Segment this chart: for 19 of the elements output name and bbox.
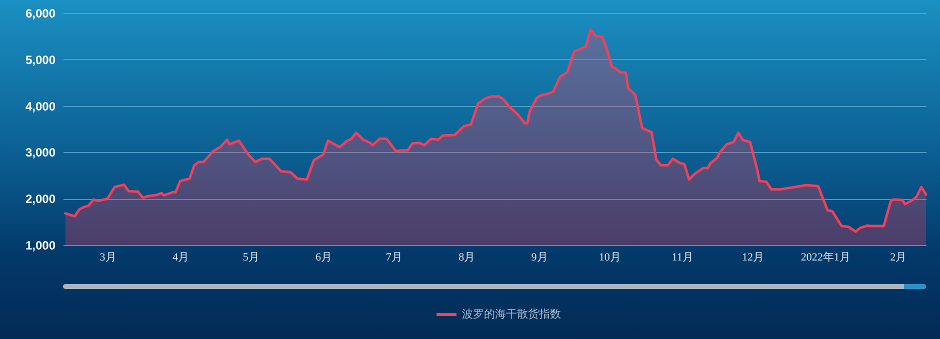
y-tick-label: 6,000 [25, 6, 56, 20]
x-tick-label: 5月 [242, 252, 260, 264]
x-tick-label: 4月 [172, 252, 190, 264]
x-tick-label: 8月 [458, 252, 476, 264]
x-tick-label: 12月 [742, 252, 764, 264]
x-tick-label: 9月 [531, 252, 548, 264]
legend-label: 波罗的海干散货指数 [462, 308, 561, 320]
y-tick-label: 4,000 [25, 99, 56, 114]
x-tick-label: 6月 [316, 252, 332, 264]
y-tick-label: 1,000 [25, 238, 56, 252]
x-tick-label: 3月 [100, 252, 116, 264]
x-tick-label: 7月 [386, 252, 402, 264]
x-tick-label: 2月 [890, 252, 907, 264]
y-tick-label: 2,000 [25, 192, 56, 206]
x-tick-label: 11月 [672, 252, 694, 264]
y-tick-label: 5,000 [25, 52, 56, 67]
x-tick-label: 2022年1月 [800, 252, 850, 264]
y-tick-label: 3,000 [25, 146, 56, 160]
x-tick-label: 10月 [598, 252, 621, 264]
